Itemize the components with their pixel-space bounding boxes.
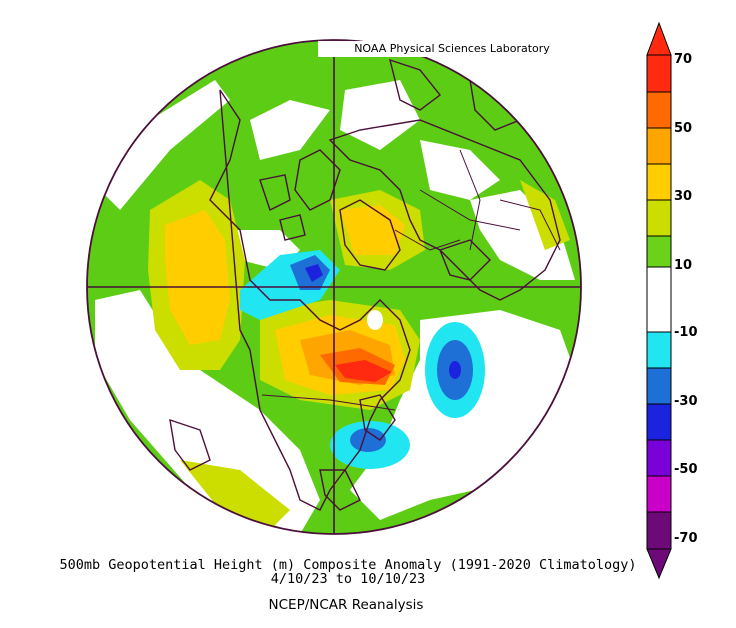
colorbar-swatch [646, 403, 672, 441]
anomaly-negative-30 [305, 264, 323, 282]
anomaly-negative-20 [350, 428, 386, 452]
anomaly-near-zero [470, 190, 575, 280]
anomaly-near-zero [420, 140, 500, 200]
colorbar-swatch [646, 367, 672, 405]
data-source: NCEP/NCAR Reanalysis [268, 597, 424, 613]
map-caption: 500mb Geopotential Height (m) Composite … [59, 557, 637, 573]
coastlines [169, 58, 561, 511]
colorbar-tick-label: -10 [674, 325, 698, 340]
anomaly-positive-30 [340, 205, 405, 255]
anomaly-near-zero [100, 80, 230, 210]
colorbar-swatch [646, 266, 672, 333]
colorbar-swatch [646, 235, 672, 268]
colorbar-tick-label: 30 [674, 189, 693, 204]
colorbar-tick-label: 10 [674, 258, 693, 273]
colorbar-tick-label: 70 [674, 52, 693, 67]
colorbar-tick-label: 50 [674, 121, 693, 136]
map-boundary [86, 39, 582, 535]
colorbar-swatch [646, 475, 672, 513]
colorbar-swatch [646, 439, 672, 477]
colorbar-top-arrow [646, 21, 672, 56]
colorbar-swatch [646, 511, 672, 550]
colorbar-swatch [646, 127, 672, 165]
colorbar [646, 21, 672, 580]
anomaly-negative-30 [449, 361, 461, 379]
credit-label: NOAA Physical Sciences Laboratory [318, 41, 586, 57]
colorbar-tick-label: -30 [674, 394, 698, 409]
country-borders [261, 149, 561, 411]
colorbar-tick-label: -50 [674, 462, 698, 477]
colorbar-swatch [646, 199, 672, 237]
colorbar-bottom-arrow [646, 548, 672, 580]
anomaly-positive-60 [335, 360, 392, 382]
colorbar-swatch [646, 163, 672, 201]
colorbar-swatch [646, 331, 672, 369]
anomaly-positive-30 [165, 210, 230, 345]
colorbar-swatch [646, 91, 672, 129]
colorbar-tick-label: -70 [674, 531, 698, 546]
anomaly-near-zero [95, 290, 320, 534]
date-range: 4/10/23 to 10/10/23 [270, 571, 426, 587]
colorbar-swatch [646, 54, 672, 93]
anomaly-near-zero [250, 100, 330, 160]
anomaly-field [87, 40, 581, 534]
anomaly-near-zero [367, 310, 383, 330]
anomaly-positive-20 [180, 460, 290, 530]
